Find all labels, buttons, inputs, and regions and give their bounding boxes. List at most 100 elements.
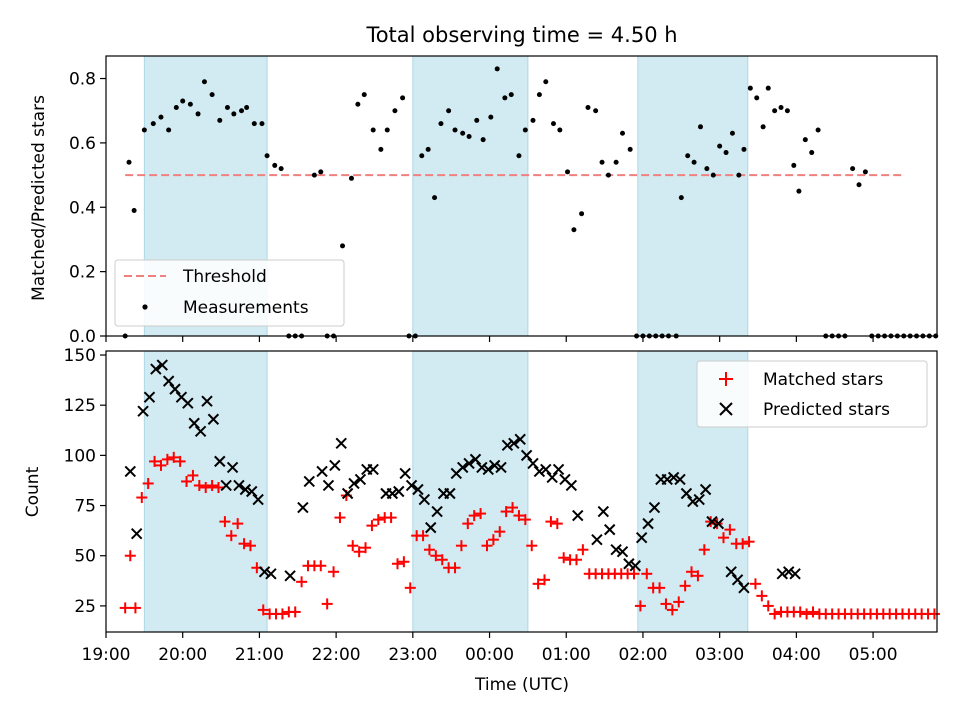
measurement-point-50 [480, 137, 486, 143]
matched-star-point-94 [717, 532, 729, 544]
shaded-interval-2 [412, 350, 529, 633]
measurement-point-34 [370, 127, 376, 133]
predicted-star-stroke-b [501, 439, 514, 452]
predicted-star-point-20 [252, 493, 264, 506]
matched-star-point-13 [200, 481, 212, 493]
matched-star-point-55 [468, 510, 480, 522]
predicted-star-stroke-b [546, 471, 558, 484]
matched-star-point-40 [372, 514, 384, 526]
predicted-star-point-80 [680, 487, 693, 500]
matched-star-point-57 [481, 540, 493, 552]
matched-star-point-18 [232, 518, 244, 530]
bottom-y-tick-label-4: 125 [64, 396, 96, 416]
predicted-star-point-60 [540, 463, 552, 476]
measurement-point-57 [530, 117, 536, 123]
measurement-point-1 [126, 159, 132, 165]
matched-star-point-14 [206, 479, 218, 491]
measurement-point-90 [747, 85, 753, 91]
matched-star-point-11 [187, 469, 199, 481]
bottom-x-ticks: 19:00 20:00 21:00 22:00 23:00 00:00 01:00 02:00… [82, 632, 898, 665]
measurement-point-66 [593, 108, 599, 114]
predicted-star-point-25 [303, 475, 315, 488]
predicted-star-stroke-b [469, 453, 482, 466]
matched-star-point-101 [762, 600, 774, 612]
predicted-star-stroke-b [214, 455, 226, 468]
measurement-point-27 [318, 169, 324, 175]
matched-star-point-12 [193, 479, 205, 491]
measurement-point-52 [494, 66, 500, 72]
predicted-star-point-77 [661, 473, 673, 486]
predicted-star-point-1 [130, 527, 143, 540]
measurement-point-22 [278, 166, 284, 172]
predicted-star-point-91 [789, 568, 801, 580]
measurement-point-38 [400, 95, 406, 101]
predicted-star-stroke-b [674, 473, 686, 486]
predicted-star-point-29 [335, 437, 347, 450]
top-y-tick-label-4: 0.8 [69, 70, 96, 90]
matched-star-point-50 [436, 554, 448, 566]
measurement-point-58 [536, 92, 542, 98]
matched-star-point-84 [654, 582, 666, 594]
bottom-plot-frame [105, 350, 938, 633]
predicted-star-stroke-b [488, 459, 501, 472]
measurement-point-69 [613, 159, 619, 165]
predicted-star-point-32 [354, 473, 367, 486]
bottom-x-tick-label-0: 19:00 [82, 645, 131, 665]
matched-star-point-19 [238, 538, 250, 550]
measurements-legend-label: Measurements [183, 298, 309, 318]
measurement-point-54 [508, 92, 514, 98]
measurement-point-6 [166, 127, 172, 133]
measurement-point-2 [131, 207, 137, 213]
predicted-star-stroke-b [175, 391, 188, 403]
measurement-point-70 [619, 130, 625, 136]
bottom-x-tick-label-6: 01:00 [542, 645, 591, 665]
predicted-star-point-61 [546, 471, 558, 484]
predicted-star-stroke-b [616, 546, 629, 558]
measurement-point-89 [741, 146, 747, 152]
measurement-point-83 [704, 166, 710, 172]
predicted-star-stroke-b [258, 566, 271, 578]
measurement-point-13 [217, 117, 223, 123]
matched-star-point-87 [673, 596, 685, 608]
matched-star-point-15 [213, 481, 225, 493]
predicted-star-stroke-b [648, 501, 661, 514]
bottom-x-tick-label-4: 23:00 [388, 645, 437, 665]
predicted-star-point-22 [265, 568, 277, 580]
predicted-star-point-6 [162, 375, 175, 387]
predicted-star-stroke-b [687, 495, 699, 508]
measurement-point-7 [173, 104, 179, 110]
measurement-point-96 [784, 108, 790, 114]
top-y-tick-label-1: 0.2 [69, 263, 96, 283]
predicted-star-stroke-b [776, 568, 789, 580]
matched-star-point-99 [749, 578, 761, 590]
predicted-star-stroke-b [527, 457, 539, 470]
bottom-y-tick-label-5: 150 [64, 346, 96, 366]
matched-star-point-48 [423, 544, 435, 556]
measurement-point-100 [809, 150, 815, 156]
predicted-star-point-55 [508, 437, 520, 450]
matched-star-point-85 [660, 598, 672, 610]
predicted-star-point-57 [520, 449, 533, 462]
matched-star-point-90 [692, 570, 704, 582]
measurement-point-46 [452, 127, 458, 133]
measurement-point-61 [557, 127, 563, 133]
predicted-star-point-70 [616, 546, 629, 558]
predicted-star-stroke-b [150, 363, 162, 375]
predicted-star-stroke-b [188, 417, 200, 429]
matched-legend-swatch [719, 372, 733, 386]
matched-star-point-32 [321, 598, 333, 610]
measurement-point-85 [717, 143, 723, 149]
predicted-star-stroke-b [782, 566, 795, 578]
measurement-point-65 [585, 104, 591, 110]
predicted-star-point-75 [648, 501, 661, 514]
matched-star-point-64 [526, 540, 538, 552]
measurement-point-87 [729, 130, 735, 136]
predicted-star-point-87 [731, 574, 744, 586]
bottom-chart: Count Time (UTC) 25 50 75 100 125 150 19:00 20… [23, 346, 940, 695]
matched-star-point-5 [149, 455, 161, 467]
predicted-star-stroke-b [572, 509, 584, 522]
predicted-star-stroke-b [341, 487, 354, 500]
matched-star-point-33 [328, 566, 340, 578]
matched-star-point-20 [244, 540, 256, 552]
matched-stars-points [119, 451, 940, 620]
